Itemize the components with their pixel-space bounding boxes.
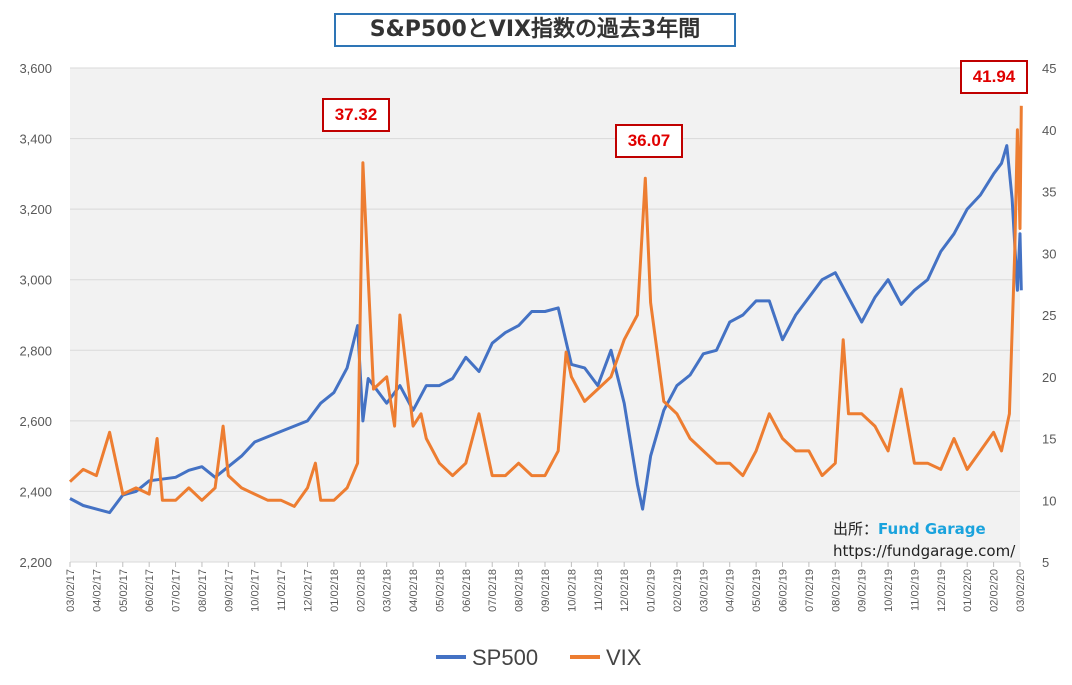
x-tick-label: 08/02/19 xyxy=(830,569,842,612)
x-tick-label: 08/02/18 xyxy=(514,569,526,612)
x-tick-label: 09/02/18 xyxy=(540,569,552,612)
x-tick-label: 03/02/18 xyxy=(382,569,394,612)
y-left-tick-label: 2,200 xyxy=(19,555,52,570)
x-tick-label: 06/02/17 xyxy=(144,569,156,612)
x-tick-label: 05/02/18 xyxy=(434,569,446,612)
y-right-tick-label: 15 xyxy=(1042,432,1056,447)
x-tick-label: 07/02/17 xyxy=(171,569,183,612)
source-note: 出所：Fund Garage https://fundgarage.com/ xyxy=(833,518,1015,562)
plot-area xyxy=(70,68,1020,562)
source-url: https://fundgarage.com/ xyxy=(833,542,1016,560)
y-right-tick-label: 20 xyxy=(1042,370,1056,385)
legend-label-vix: VIX xyxy=(606,645,642,670)
vix-peak-callout-2: 36.07 xyxy=(615,124,683,158)
y-left-tick-label: 3,600 xyxy=(19,61,52,76)
x-tick-label: 12/02/17 xyxy=(303,569,315,612)
x-tick-label: 05/02/17 xyxy=(118,569,130,612)
x-tick-label: 10/02/17 xyxy=(250,569,262,612)
y-right-tick-label: 10 xyxy=(1042,493,1056,508)
series-line-vix xyxy=(68,105,1023,508)
x-tick-label: 03/02/17 xyxy=(65,569,77,612)
y-right-tick-label: 5 xyxy=(1042,555,1049,570)
y-left-tick-label: 3,200 xyxy=(19,202,52,217)
source-brand: Fund Garage xyxy=(878,520,986,538)
x-tick-label: 10/02/18 xyxy=(566,569,578,612)
x-tick-label: 01/02/19 xyxy=(646,569,658,612)
x-tick-label: 04/02/17 xyxy=(91,569,103,612)
x-tick-label: 07/02/19 xyxy=(804,569,816,612)
x-tick-label: 01/02/18 xyxy=(329,569,341,612)
x-tick-label: 08/02/17 xyxy=(197,569,209,612)
x-tick-label: 02/02/19 xyxy=(672,569,684,612)
y-right-tick-label: 25 xyxy=(1042,308,1056,323)
y-right-tick-label: 45 xyxy=(1042,61,1056,76)
y-left-tick-label: 3,000 xyxy=(19,273,52,288)
series-line-sp500 xyxy=(69,144,1023,515)
x-tick-label: 09/02/19 xyxy=(857,569,869,612)
x-tick-label: 02/02/20 xyxy=(989,569,1001,612)
x-tick-label: 03/02/19 xyxy=(698,569,710,612)
x-tick-label: 11/02/19 xyxy=(909,569,921,611)
x-tick-label: 05/02/19 xyxy=(751,569,763,612)
chart-title: S&P500とVIX指数の過去3年間 xyxy=(334,13,736,47)
x-tick-label: 04/02/19 xyxy=(725,569,737,612)
x-tick-label: 04/02/18 xyxy=(408,569,420,612)
y-left-tick-label: 2,400 xyxy=(19,484,52,499)
x-tick-label: 07/02/18 xyxy=(487,569,499,612)
x-tick-label: 12/02/19 xyxy=(936,569,948,612)
y-right-tick-label: 30 xyxy=(1042,246,1056,261)
vix-peak-callout-1: 37.32 xyxy=(322,98,390,132)
vix-peak-callout-3: 41.94 xyxy=(960,60,1028,94)
x-tick-label: 11/02/18 xyxy=(593,569,605,611)
source-label: 出所： xyxy=(833,520,879,538)
legend-label-sp500: SP500 xyxy=(472,645,538,670)
x-tick-label: 06/02/19 xyxy=(778,569,790,612)
x-tick-label: 02/02/18 xyxy=(355,569,367,612)
x-tick-label: 01/02/20 xyxy=(962,569,974,612)
y-right-tick-label: 40 xyxy=(1042,123,1056,138)
x-tick-label: 11/02/17 xyxy=(276,569,288,611)
x-tick-label: 06/02/18 xyxy=(461,569,473,612)
y-right-tick-label: 35 xyxy=(1042,185,1056,200)
y-left-tick-label: 3,400 xyxy=(19,132,52,147)
y-left-tick-label: 2,800 xyxy=(19,343,52,358)
x-tick-label: 09/02/17 xyxy=(223,569,235,612)
x-tick-label: 12/02/18 xyxy=(619,569,631,612)
x-tick-label: 10/02/19 xyxy=(883,569,895,612)
x-tick-label: 03/02/20 xyxy=(1015,569,1027,612)
y-left-tick-label: 2,600 xyxy=(19,414,52,429)
